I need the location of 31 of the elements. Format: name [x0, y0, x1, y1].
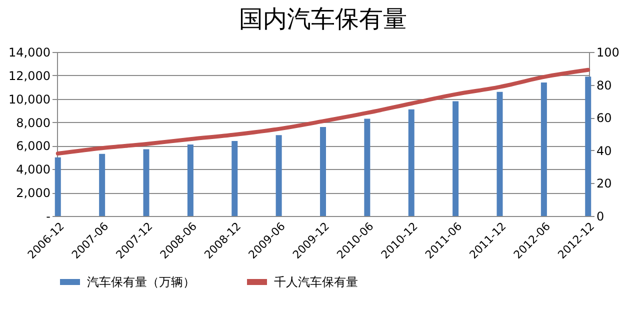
bar	[54, 157, 61, 216]
y-tick-label: 6,000	[16, 139, 50, 154]
bar	[496, 92, 503, 216]
y-tick-label: 10,000	[8, 92, 50, 106]
bar	[99, 154, 106, 216]
bar	[364, 118, 370, 216]
bar	[320, 126, 326, 216]
y-tick-label: -	[46, 210, 50, 224]
bar	[452, 101, 459, 216]
y2-tick-label: 100	[596, 46, 620, 60]
y2-tick-label: 60	[596, 111, 612, 126]
bar	[585, 76, 592, 216]
y-tick-label: 2,000	[16, 186, 50, 200]
y2-tick-label: 0	[596, 210, 604, 224]
bar	[408, 109, 414, 216]
legend-label: 汽车保有量（万辆）	[87, 275, 195, 289]
y-tick-label: 4,000	[16, 162, 50, 177]
y2-tick-label: 20	[596, 176, 612, 191]
y-tick-label: 12,000	[8, 68, 50, 83]
y2-tick-label: 80	[596, 78, 612, 92]
bar	[276, 135, 282, 216]
bar	[540, 82, 547, 216]
line-series	[56, 68, 590, 156]
bar	[232, 141, 238, 216]
y2-tick-label: 40	[596, 144, 612, 158]
bar	[187, 144, 194, 216]
y-tick-label: 8,000	[16, 116, 50, 130]
chart-title: 国内汽车保有量	[239, 5, 407, 33]
bar	[143, 149, 150, 216]
y-tick-label: 14,000	[8, 46, 50, 60]
legend-label: 千人汽车保有量	[274, 275, 358, 289]
